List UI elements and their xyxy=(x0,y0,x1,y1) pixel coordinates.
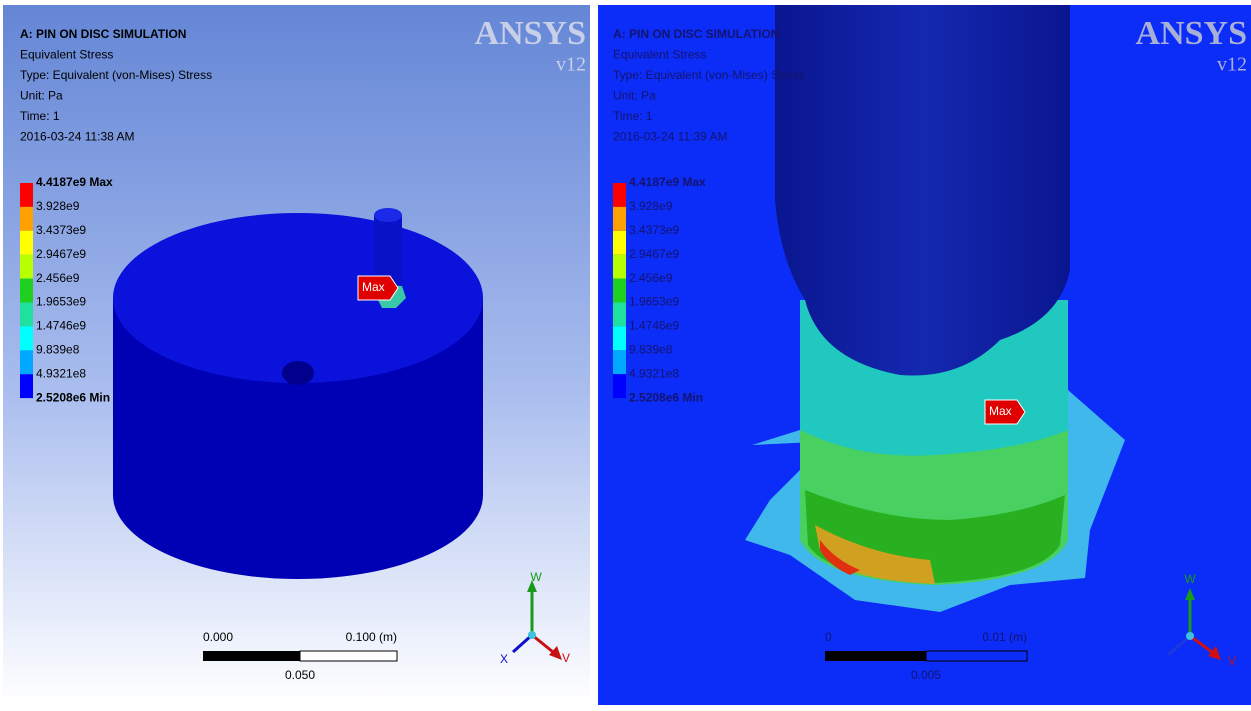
legend-label: 1.4746e9 xyxy=(629,319,679,333)
legend-swatch xyxy=(20,374,33,398)
scale-bar xyxy=(203,651,300,661)
logo-brand: ANSYS xyxy=(1136,15,1247,52)
legend-label: 2.9467e9 xyxy=(629,247,679,261)
legend-label: 3.4373e9 xyxy=(36,223,86,237)
logo-brand: ANSYS xyxy=(475,15,586,52)
legend-label: 2.5208e6 Min xyxy=(629,390,703,404)
legend-swatch xyxy=(20,207,33,231)
probe-label: Max xyxy=(989,404,1012,418)
header-line: Equivalent Stress xyxy=(613,48,706,62)
axis-label: W xyxy=(530,570,542,584)
scale-bar xyxy=(825,651,926,661)
legend-swatch xyxy=(613,255,626,279)
logo-version: v12 xyxy=(556,54,586,76)
header-line: Type: Equivalent (von-Mises) Stress xyxy=(613,68,805,82)
legend-swatch xyxy=(20,231,33,255)
legend-swatch xyxy=(20,326,33,350)
scale-label: 0.000 xyxy=(203,630,233,644)
legend-swatch xyxy=(613,279,626,303)
header-line: Type: Equivalent (von-Mises) Stress xyxy=(20,68,212,82)
header-line: A: PIN ON DISC SIMULATION xyxy=(20,27,186,41)
legend-swatch xyxy=(20,279,33,303)
legend-swatch xyxy=(613,350,626,374)
legend-swatch xyxy=(613,231,626,255)
header-line: Unit: Pa xyxy=(20,89,63,103)
axis-label: V xyxy=(1228,654,1236,668)
screenshot: A: PIN ON DISC SIMULATION Equivalent Stre… xyxy=(0,0,1251,711)
pin-model xyxy=(745,5,1125,612)
axis-label: V xyxy=(562,651,570,665)
legend-swatch xyxy=(20,183,33,207)
header-line: 2016-03-24 11:38 AM xyxy=(20,130,135,144)
header-line: Time: 1 xyxy=(613,109,653,123)
scale-label: 0.100 (m) xyxy=(346,630,397,644)
legend-label: 4.4187e9 Max xyxy=(36,175,113,189)
legend-swatch xyxy=(613,374,626,398)
legend-label: 1.9653e9 xyxy=(629,295,679,309)
scale-label: 0.005 xyxy=(911,668,941,682)
header-line: Unit: Pa xyxy=(613,89,656,103)
scale-label: 0 xyxy=(825,630,832,644)
axis-label: W xyxy=(1184,572,1196,586)
header-line: Time: 1 xyxy=(20,109,60,123)
legend-label: 3.928e9 xyxy=(629,199,673,213)
header-line: A: PIN ON DISC SIMULATION xyxy=(613,27,779,41)
legend-label: 3.928e9 xyxy=(36,199,80,213)
legend-label: 2.456e9 xyxy=(36,271,80,285)
legend-swatch xyxy=(613,207,626,231)
scale-bar xyxy=(300,651,397,661)
legend-label: 2.5208e6 Min xyxy=(36,390,110,404)
legend-label: 4.4187e9 Max xyxy=(629,175,706,189)
legend-swatch xyxy=(613,183,626,207)
legend-label: 9.839e8 xyxy=(629,342,673,356)
legend-label: 3.4373e9 xyxy=(629,223,679,237)
legend-label: 4.9321e8 xyxy=(36,366,86,380)
legend-swatch xyxy=(613,326,626,350)
legend-swatch xyxy=(613,303,626,327)
axis-label: X xyxy=(500,652,508,666)
scale-label: 0.01 (m) xyxy=(982,630,1027,644)
legend-label: 9.839e8 xyxy=(36,342,80,356)
scale-label: 0.050 xyxy=(285,668,315,682)
legend-label: 2.456e9 xyxy=(629,271,673,285)
legend-label: 1.9653e9 xyxy=(36,295,86,309)
legend-label: 4.9321e8 xyxy=(629,366,679,380)
legend-swatch xyxy=(20,350,33,374)
probe-label: Max xyxy=(362,280,385,294)
header-line: 2016-03-24 11:39 AM xyxy=(613,130,728,144)
legend-label: 1.4746e9 xyxy=(36,319,86,333)
legend-swatch xyxy=(20,255,33,279)
logo-version: v12 xyxy=(1217,54,1247,76)
legend-swatch xyxy=(20,303,33,327)
legend-label: 2.9467e9 xyxy=(36,247,86,261)
header-line: Equivalent Stress xyxy=(20,48,113,62)
disc-model xyxy=(113,208,483,579)
scale-bar xyxy=(926,651,1027,661)
